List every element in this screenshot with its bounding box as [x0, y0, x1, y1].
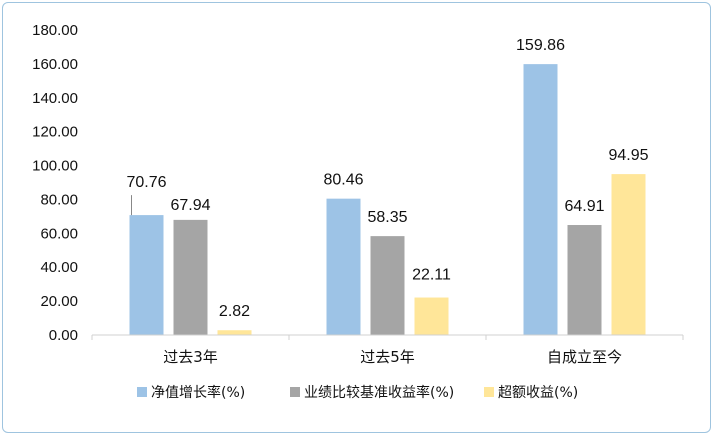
data-label: 94.95	[608, 147, 648, 164]
data-label: 2.82	[219, 303, 250, 320]
y-axis: 0.00 20.00 40.00 60.00 80.00 100.00 120.00 140.…	[32, 22, 78, 344]
y-tick-label: 120.00	[32, 124, 78, 141]
y-tick-label: 100.00	[32, 158, 78, 175]
data-label: 64.91	[564, 198, 604, 215]
x-category-label: 过去3年	[163, 348, 218, 366]
legend-label: 业绩比较基准收益率(%)	[304, 384, 454, 401]
data-label: 80.46	[323, 172, 363, 189]
y-tick-label: 60.00	[40, 225, 78, 242]
y-tick-label: 80.00	[40, 191, 78, 208]
y-tick-label: 140.00	[32, 90, 78, 107]
data-label: 67.94	[170, 197, 210, 214]
bar-3	[217, 330, 252, 335]
bar-1	[326, 198, 361, 335]
legend-swatch	[290, 387, 300, 397]
bar-2	[370, 236, 405, 335]
y-tick-label: 0.00	[49, 327, 78, 344]
y-tick-label: 160.00	[32, 56, 78, 73]
data-label: 58.35	[367, 209, 407, 226]
x-axis: 过去3年 过去5年 自成立至今	[91, 334, 684, 366]
legend-label: 超额收益(%)	[498, 385, 578, 401]
bar-1	[129, 215, 164, 335]
legend-swatch	[137, 387, 147, 397]
bar-3	[611, 174, 646, 335]
bar-3	[414, 297, 449, 335]
data-label: 159.86	[516, 37, 565, 54]
bars	[129, 64, 646, 336]
bar-1	[523, 64, 558, 336]
y-tick-label: 20.00	[40, 293, 78, 310]
x-category-label: 自成立至今	[547, 348, 622, 366]
bar-2	[173, 219, 208, 335]
y-tick-label: 180.00	[32, 22, 78, 39]
bar-2	[567, 225, 602, 335]
legend-swatch	[484, 387, 494, 397]
data-label: 70.76	[126, 174, 166, 191]
legend-label: 净值增长率(%)	[151, 384, 245, 401]
x-category-label: 过去5年	[360, 348, 415, 366]
legend: 净值增长率(%) 业绩比较基准收益率(%) 超额收益(%)	[137, 384, 578, 401]
y-tick-label: 40.00	[40, 259, 78, 276]
data-label: 22.11	[412, 267, 451, 284]
